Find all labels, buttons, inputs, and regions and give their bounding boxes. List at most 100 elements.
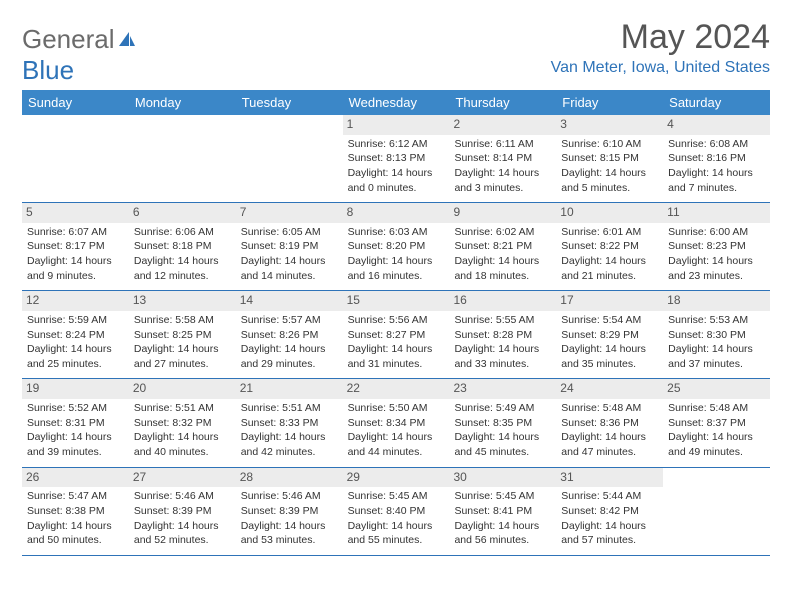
sunset-value: Sunset: 8:15 PM <box>561 152 658 166</box>
calendar-day-cell: 13Sunrise: 5:58 AMSunset: 8:25 PMDayligh… <box>129 291 236 378</box>
daylight-value: Daylight: 14 hours <box>348 167 445 181</box>
daylight-value: and 0 minutes. <box>348 182 445 196</box>
sunset-value: Sunset: 8:28 PM <box>454 329 551 343</box>
sunset-value: Sunset: 8:39 PM <box>241 505 338 519</box>
sunrise-value: Sunrise: 5:45 AM <box>454 490 551 504</box>
day-number: 19 <box>22 379 129 399</box>
daylight-value: Daylight: 14 hours <box>348 520 445 534</box>
sunset-value: Sunset: 8:37 PM <box>668 417 765 431</box>
sunrise-value: Sunrise: 6:08 AM <box>668 138 765 152</box>
calendar-day-cell: 10Sunrise: 6:01 AMSunset: 8:22 PMDayligh… <box>556 203 663 290</box>
day-number: 30 <box>449 468 556 488</box>
daylight-value: Daylight: 14 hours <box>134 431 231 445</box>
sunrise-value: Sunrise: 6:10 AM <box>561 138 658 152</box>
sunset-value: Sunset: 8:18 PM <box>134 240 231 254</box>
daylight-value: Daylight: 14 hours <box>134 343 231 357</box>
sunrise-value: Sunrise: 6:12 AM <box>348 138 445 152</box>
sunrise-value: Sunrise: 6:06 AM <box>134 226 231 240</box>
calendar-week-row: 1Sunrise: 6:12 AMSunset: 8:13 PMDaylight… <box>22 115 770 203</box>
day-number: 25 <box>663 379 770 399</box>
calendar-day-cell: 20Sunrise: 5:51 AMSunset: 8:32 PMDayligh… <box>129 379 236 466</box>
daylight-value: Daylight: 14 hours <box>241 255 338 269</box>
day-number: 15 <box>343 291 450 311</box>
day-number: 29 <box>343 468 450 488</box>
calendar-empty-cell <box>22 115 129 202</box>
daylight-value: and 14 minutes. <box>241 270 338 284</box>
daylight-value: and 47 minutes. <box>561 446 658 460</box>
calendar-day-cell: 7Sunrise: 6:05 AMSunset: 8:19 PMDaylight… <box>236 203 343 290</box>
daylight-value: and 31 minutes. <box>348 358 445 372</box>
sunrise-value: Sunrise: 5:46 AM <box>134 490 231 504</box>
sunrise-value: Sunrise: 5:48 AM <box>561 402 658 416</box>
sunrise-value: Sunrise: 5:47 AM <box>27 490 124 504</box>
sunset-value: Sunset: 8:35 PM <box>454 417 551 431</box>
sunrise-value: Sunrise: 5:58 AM <box>134 314 231 328</box>
daylight-value: Daylight: 14 hours <box>348 343 445 357</box>
sunset-value: Sunset: 8:40 PM <box>348 505 445 519</box>
sunrise-value: Sunrise: 5:50 AM <box>348 402 445 416</box>
logo-text: GeneralBlue <box>22 24 137 86</box>
weekday-header: Friday <box>556 90 663 115</box>
sunset-value: Sunset: 8:14 PM <box>454 152 551 166</box>
day-number: 20 <box>129 379 236 399</box>
weekday-header-row: SundayMondayTuesdayWednesdayThursdayFrid… <box>22 90 770 115</box>
daylight-value: and 25 minutes. <box>27 358 124 372</box>
calendar-day-cell: 24Sunrise: 5:48 AMSunset: 8:36 PMDayligh… <box>556 379 663 466</box>
calendar-day-cell: 17Sunrise: 5:54 AMSunset: 8:29 PMDayligh… <box>556 291 663 378</box>
daylight-value: and 12 minutes. <box>134 270 231 284</box>
logo-sail-icon <box>117 24 137 55</box>
sunrise-value: Sunrise: 5:55 AM <box>454 314 551 328</box>
sunrise-value: Sunrise: 5:59 AM <box>27 314 124 328</box>
daylight-value: Daylight: 14 hours <box>27 431 124 445</box>
sunrise-value: Sunrise: 6:00 AM <box>668 226 765 240</box>
logo-word-2: Blue <box>22 55 74 85</box>
day-number: 26 <box>22 468 129 488</box>
calendar-day-cell: 29Sunrise: 5:45 AMSunset: 8:40 PMDayligh… <box>343 468 450 555</box>
day-number: 12 <box>22 291 129 311</box>
daylight-value: and 29 minutes. <box>241 358 338 372</box>
day-number: 16 <box>449 291 556 311</box>
daylight-value: and 21 minutes. <box>561 270 658 284</box>
header: GeneralBlue May 2024 Van Meter, Iowa, Un… <box>22 18 770 86</box>
daylight-value: and 5 minutes. <box>561 182 658 196</box>
calendar-day-cell: 30Sunrise: 5:45 AMSunset: 8:41 PMDayligh… <box>449 468 556 555</box>
daylight-value: and 23 minutes. <box>668 270 765 284</box>
sunset-value: Sunset: 8:19 PM <box>241 240 338 254</box>
day-number: 10 <box>556 203 663 223</box>
day-number: 8 <box>343 203 450 223</box>
daylight-value: Daylight: 14 hours <box>561 431 658 445</box>
sunrise-value: Sunrise: 5:54 AM <box>561 314 658 328</box>
calendar-day-cell: 1Sunrise: 6:12 AMSunset: 8:13 PMDaylight… <box>343 115 450 202</box>
daylight-value: and 39 minutes. <box>27 446 124 460</box>
daylight-value: Daylight: 14 hours <box>134 255 231 269</box>
day-number: 6 <box>129 203 236 223</box>
calendar-day-cell: 16Sunrise: 5:55 AMSunset: 8:28 PMDayligh… <box>449 291 556 378</box>
day-number: 5 <box>22 203 129 223</box>
daylight-value: Daylight: 14 hours <box>27 343 124 357</box>
sunrise-value: Sunrise: 6:01 AM <box>561 226 658 240</box>
calendar-day-cell: 11Sunrise: 6:00 AMSunset: 8:23 PMDayligh… <box>663 203 770 290</box>
sunset-value: Sunset: 8:33 PM <box>241 417 338 431</box>
daylight-value: Daylight: 14 hours <box>668 343 765 357</box>
day-number: 1 <box>343 115 450 135</box>
sunrise-value: Sunrise: 6:11 AM <box>454 138 551 152</box>
sunrise-value: Sunrise: 5:44 AM <box>561 490 658 504</box>
sunrise-value: Sunrise: 5:46 AM <box>241 490 338 504</box>
daylight-value: Daylight: 14 hours <box>561 167 658 181</box>
daylight-value: and 27 minutes. <box>134 358 231 372</box>
sunset-value: Sunset: 8:16 PM <box>668 152 765 166</box>
calendar-day-cell: 18Sunrise: 5:53 AMSunset: 8:30 PMDayligh… <box>663 291 770 378</box>
day-number: 13 <box>129 291 236 311</box>
sunset-value: Sunset: 8:27 PM <box>348 329 445 343</box>
sunset-value: Sunset: 8:32 PM <box>134 417 231 431</box>
daylight-value: and 18 minutes. <box>454 270 551 284</box>
calendar-week-row: 19Sunrise: 5:52 AMSunset: 8:31 PMDayligh… <box>22 379 770 467</box>
calendar-week-row: 26Sunrise: 5:47 AMSunset: 8:38 PMDayligh… <box>22 468 770 556</box>
daylight-value: Daylight: 14 hours <box>561 520 658 534</box>
calendar-day-cell: 19Sunrise: 5:52 AMSunset: 8:31 PMDayligh… <box>22 379 129 466</box>
day-number: 21 <box>236 379 343 399</box>
daylight-value: Daylight: 14 hours <box>561 343 658 357</box>
location-label: Van Meter, Iowa, United States <box>551 59 770 77</box>
day-number: 23 <box>449 379 556 399</box>
day-number: 18 <box>663 291 770 311</box>
